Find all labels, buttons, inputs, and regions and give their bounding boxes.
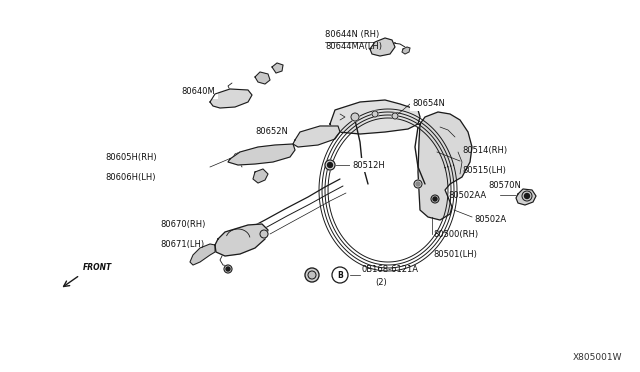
Text: 80502AA: 80502AA — [448, 190, 486, 199]
Text: 80606H(LH): 80606H(LH) — [105, 173, 156, 182]
Circle shape — [325, 160, 335, 170]
Text: 80500(RH): 80500(RH) — [433, 230, 478, 239]
Text: 80515(LH): 80515(LH) — [462, 166, 506, 175]
Circle shape — [260, 230, 268, 238]
Circle shape — [414, 180, 422, 188]
Polygon shape — [330, 100, 420, 134]
Text: FRONT: FRONT — [83, 263, 112, 272]
Text: 80501(LH): 80501(LH) — [433, 250, 477, 259]
Text: X805001W: X805001W — [573, 353, 622, 362]
Polygon shape — [272, 63, 283, 73]
Circle shape — [351, 113, 359, 121]
Circle shape — [416, 182, 420, 186]
Circle shape — [226, 267, 230, 271]
Text: B: B — [337, 270, 343, 279]
Circle shape — [433, 197, 437, 201]
Circle shape — [305, 268, 319, 282]
Polygon shape — [255, 72, 270, 84]
Polygon shape — [228, 144, 295, 165]
Text: 80670(RH): 80670(RH) — [160, 220, 205, 229]
Text: 80644MA(LH): 80644MA(LH) — [325, 42, 382, 51]
Polygon shape — [402, 47, 410, 54]
Polygon shape — [370, 38, 395, 56]
Circle shape — [392, 113, 398, 119]
Circle shape — [525, 193, 529, 199]
Text: 80512H: 80512H — [352, 160, 385, 170]
Text: 80640M: 80640M — [181, 87, 215, 96]
Circle shape — [431, 195, 439, 203]
Polygon shape — [215, 224, 268, 256]
Text: 80652N: 80652N — [255, 128, 288, 137]
Polygon shape — [418, 112, 472, 220]
Circle shape — [522, 191, 532, 201]
Text: 80514(RH): 80514(RH) — [462, 146, 507, 155]
Circle shape — [328, 163, 333, 167]
Polygon shape — [253, 169, 268, 183]
Text: 80502A: 80502A — [474, 215, 506, 224]
Polygon shape — [293, 126, 340, 147]
Polygon shape — [210, 89, 252, 108]
Text: 0B168-6121A: 0B168-6121A — [362, 266, 419, 275]
Polygon shape — [190, 244, 215, 265]
Circle shape — [224, 265, 232, 273]
Circle shape — [332, 267, 348, 283]
Text: 80570N: 80570N — [488, 182, 521, 190]
Text: 80654N: 80654N — [412, 99, 445, 109]
Circle shape — [308, 271, 316, 279]
Text: 80605H(RH): 80605H(RH) — [105, 153, 157, 162]
Text: 80644N (RH): 80644N (RH) — [325, 31, 380, 39]
Polygon shape — [516, 189, 536, 205]
Circle shape — [372, 111, 378, 117]
Text: 80671(LH): 80671(LH) — [160, 240, 204, 249]
Text: (2): (2) — [375, 278, 387, 286]
